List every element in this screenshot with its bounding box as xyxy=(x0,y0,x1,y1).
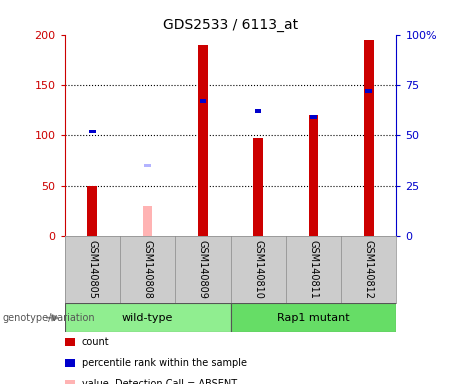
Text: genotype/variation: genotype/variation xyxy=(2,313,95,323)
Text: GSM140810: GSM140810 xyxy=(253,240,263,299)
Bar xyxy=(366,89,372,93)
Bar xyxy=(310,116,317,119)
Text: Rap1 mutant: Rap1 mutant xyxy=(277,313,350,323)
Bar xyxy=(230,303,396,332)
Text: GSM140812: GSM140812 xyxy=(364,240,374,299)
Bar xyxy=(89,129,95,133)
Bar xyxy=(253,138,263,236)
Text: GSM140809: GSM140809 xyxy=(198,240,208,299)
Text: wild-type: wild-type xyxy=(122,313,173,323)
Bar xyxy=(308,115,319,236)
Bar xyxy=(198,45,208,236)
Bar xyxy=(255,109,261,113)
Bar xyxy=(200,99,206,103)
Text: GSM140805: GSM140805 xyxy=(87,240,97,299)
Bar xyxy=(364,40,374,236)
Text: count: count xyxy=(82,337,109,347)
Text: GSM140808: GSM140808 xyxy=(142,240,153,299)
Text: value, Detection Call = ABSENT: value, Detection Call = ABSENT xyxy=(82,379,236,384)
Text: GSM140811: GSM140811 xyxy=(308,240,319,299)
Bar xyxy=(144,164,151,167)
Bar xyxy=(87,186,97,236)
Text: percentile rank within the sample: percentile rank within the sample xyxy=(82,358,247,368)
Bar xyxy=(65,303,230,332)
Bar xyxy=(142,206,153,236)
Title: GDS2533 / 6113_at: GDS2533 / 6113_at xyxy=(163,18,298,32)
